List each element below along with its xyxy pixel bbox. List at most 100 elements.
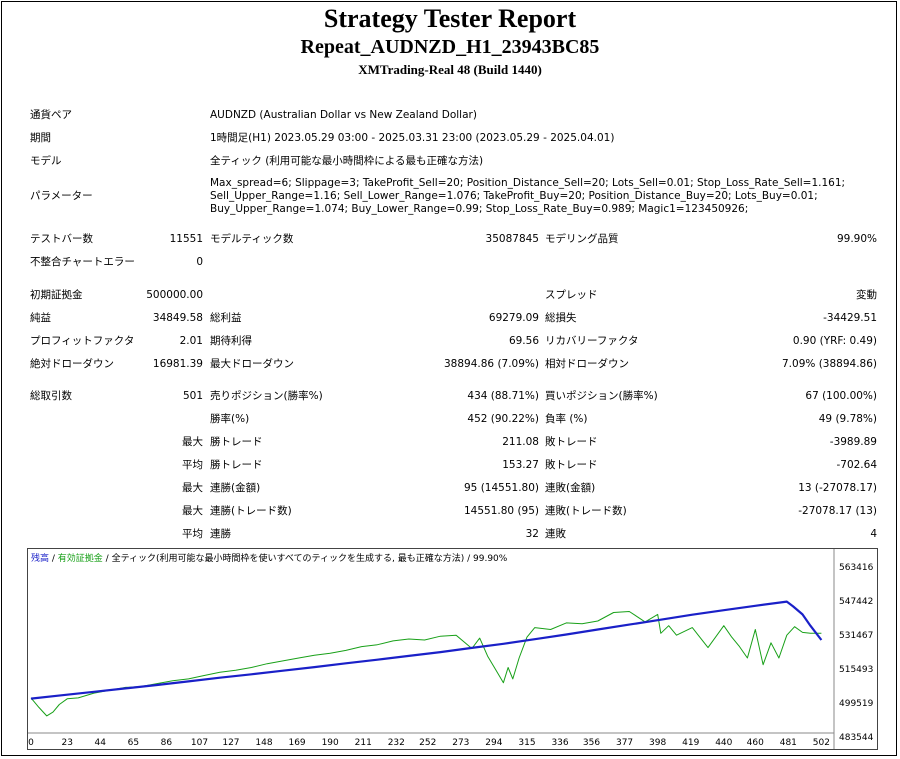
legend-model: 全ティック(利用可能な最小時間枠を使いすべてのティックを生成する, 最も正確な方… [111, 554, 465, 564]
recovery-factor-value: 0.90 (YRF: 0.49) [792, 335, 877, 347]
long-positions-value: 67 (100.00%) [805, 390, 877, 402]
x-tick-label: 419 [682, 738, 699, 748]
period-label: 期間 [30, 132, 51, 144]
average-consecutive-wins-value: 32 [525, 528, 539, 540]
y-tick-label: 531467 [839, 631, 873, 641]
chart-svg: 563416 547442 531467 515493 499519 483544 0 23 4… [28, 549, 874, 749]
x-tick-label: 0 [28, 738, 34, 748]
expected-payoff-label: 期待利得 [210, 335, 252, 347]
long-positions-label: 買いポジション(勝率%) [545, 390, 658, 402]
parameters-line: Buy_Upper_Range=1.074; Buy_Lower_Range=0… [210, 203, 749, 215]
absolute-drawdown-value: 16981.39 [152, 358, 203, 370]
bars-value: 11551 [169, 233, 203, 245]
max-consecutive-losses-value: 13 (-27078.17) [798, 482, 877, 494]
loss-trades-label: 負率 (%) [545, 413, 588, 425]
profit-factor-label: プロフィットファクタ [30, 335, 135, 347]
x-tick-label: 107 [191, 738, 208, 748]
x-tick-label: 44 [95, 738, 107, 748]
server-info: XMTrading-Real 48 (Build 1440) [358, 62, 542, 77]
expected-payoff-value: 69.56 [508, 335, 539, 347]
maximum-prefix: 最大 [182, 482, 203, 494]
absolute-drawdown-label: 絶対ドローダウン [30, 358, 114, 370]
legend-separator: / [464, 554, 474, 564]
x-tick-label: 315 [518, 738, 535, 748]
period-value: 1時間足(H1) 2023.05.29 03:00 - 2025.03.31 2… [210, 132, 615, 144]
x-tick-label: 169 [288, 738, 305, 748]
short-positions-label: 売りポジション(勝率%) [210, 390, 323, 402]
expert-name: Repeat_AUDNZD_H1_23943BC85 [300, 36, 600, 58]
spread-value: 変動 [856, 289, 877, 301]
quality-label: モデリング品質 [545, 233, 619, 245]
largest-profit-label: 勝トレード [210, 436, 263, 448]
recovery-factor-label: リカバリーファクタ [545, 335, 639, 347]
quality-value: 99.90% [836, 233, 877, 245]
largest-loss-label: 敗トレード [545, 436, 598, 448]
relative-drawdown-label: 相対ドローダウン [545, 358, 629, 370]
x-tick-label: 211 [355, 738, 372, 748]
y-tick-label: 515493 [839, 665, 873, 675]
deposit-value: 500000.00 [146, 289, 203, 301]
parameters-line: Sell_Upper_Range=1.16; Sell_Lower_Range=… [210, 190, 818, 202]
x-tick-label: 481 [780, 738, 797, 748]
largest-profit-value: 211.08 [502, 436, 539, 448]
x-tick-label: 273 [452, 738, 469, 748]
profit-trades-label: 勝率(%) [210, 413, 250, 425]
symbol-value: AUDNZD (Australian Dollar vs New Zealand… [210, 109, 477, 121]
y-tick-label: 563416 [839, 563, 874, 573]
model-label: モデル [30, 155, 62, 167]
x-tick-label: 356 [583, 738, 600, 748]
legend-equity: 有効証拠金 [57, 554, 103, 564]
x-tick-label: 377 [616, 738, 633, 748]
ticks-label: モデルティック数 [210, 233, 294, 245]
max-consecutive-profit-value: 14551.80 (95) [464, 505, 539, 517]
x-tick-label: 65 [128, 738, 139, 748]
report-title: Strategy Tester Report [323, 4, 577, 33]
max-consecutive-loss-label: 連敗(トレード数) [545, 505, 627, 517]
x-tick-label: 252 [419, 738, 436, 748]
equity-line [30, 611, 822, 717]
total-trades-label: 総取引数 [30, 390, 72, 402]
total-trades-value: 501 [182, 390, 203, 402]
gross-loss-value: -34429.51 [823, 312, 877, 324]
profit-trades-value: 452 (90.22%) [467, 413, 539, 425]
loss-trades-value: 49 (9.78%) [818, 413, 877, 425]
x-tick-label: 440 [715, 738, 732, 748]
average-consecutive-prefix: 平均 [182, 528, 203, 540]
deposit-label: 初期証拠金 [30, 289, 83, 301]
x-tick-label: 336 [551, 738, 568, 748]
x-tick-label: 86 [161, 738, 173, 748]
legend-balance: 残高 [31, 554, 50, 564]
maximal-drawdown-label: 最大ドローダウン [210, 358, 294, 370]
short-positions-value: 434 (88.71%) [467, 390, 539, 402]
x-tick-label: 148 [255, 738, 272, 748]
max-consecutive-losses-label: 連敗(金額) [545, 482, 596, 494]
model-value: 全ティック (利用可能な最小時間枠による最も正確な方法) [210, 155, 484, 167]
balance-line [30, 600, 823, 700]
ticks-value: 35087845 [485, 233, 539, 245]
x-tick-label: 398 [649, 738, 666, 748]
x-tick-label: 23 [61, 738, 72, 748]
chart-legend: 残高 / 有効証拠金 / 全ティック(利用可能な最小時間枠を使いすべてのティック… [31, 551, 507, 564]
average-profit-value: 153.27 [502, 459, 539, 471]
maximal-prefix: 最大 [182, 505, 203, 517]
max-consecutive-profit-label: 連勝(トレード数) [210, 505, 292, 517]
spread-label: スプレッド [545, 289, 598, 301]
x-tick-label: 127 [222, 738, 239, 748]
legend-separator: / [49, 554, 58, 564]
gross-profit-label: 総利益 [210, 312, 242, 324]
average-profit-label: 勝トレード [210, 459, 263, 471]
x-tick-label: 190 [322, 738, 339, 748]
average-consecutive-losses-label: 連敗 [545, 528, 566, 540]
average-consecutive-wins-label: 連勝 [210, 528, 231, 540]
profit-factor-value: 2.01 [179, 335, 203, 347]
bars-label: テストバー数 [30, 233, 93, 245]
x-tick-label: 460 [747, 738, 764, 748]
mismatch-label: 不整合チャートエラー [30, 256, 135, 268]
max-consecutive-loss-value: -27078.17 (13) [798, 505, 877, 517]
net-profit-label: 純益 [30, 312, 51, 324]
average-prefix: 平均 [182, 459, 203, 471]
parameters-line: Max_spread=6; Slippage=3; TakeProfit_Sel… [210, 177, 846, 189]
average-loss-label: 敗トレード [545, 459, 598, 471]
legend-quality: 99.90% [473, 554, 508, 564]
